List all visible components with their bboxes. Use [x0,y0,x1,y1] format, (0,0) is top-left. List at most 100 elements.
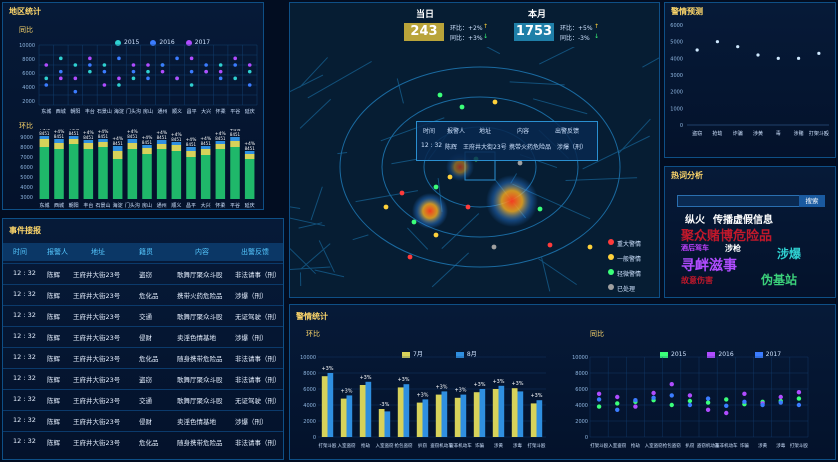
alarm-bar-chart: 1000080006000400020000 +3%打架斗殴+3%入室盗窃+3%… [290,349,550,459]
hotword[interactable]: 传播虚假信息 [713,211,773,226]
city-map[interactable] [290,47,659,298]
forecast-title: 警情预测 [671,6,703,17]
x-tick-label: 门头沟 [126,108,141,115]
x-tick-label: 诈骗 [475,442,484,449]
up-arrow-icon: ↑ [594,23,599,30]
bar-july [360,385,366,437]
bar-top-label: 8451 [113,141,124,146]
cell-reporter: 陈辉 [47,374,60,384]
hotword[interactable]: 聚众赌博危险品 [681,225,772,244]
table-row[interactable]: 12 : 32 陈辉 王府井大街23号 盗窃 歌舞厅聚众斗殴 非法请事（刑） [3,368,283,388]
y-tick-label: 10000 [300,355,316,361]
bar-segment [40,136,50,139]
table-row[interactable]: 12 : 32 陈辉 王府井大街23号 危化品 随身携带危险品 非法请事（刑） [3,347,283,367]
popup-col-address: 地址 [479,126,491,135]
hotword[interactable]: 故意伤害 [681,275,713,286]
cell-type: 盗窃 [139,269,152,279]
rb-ytick: 4000 [20,185,33,191]
col-feedback: 出警反馈 [241,247,269,257]
y-tick-label: 8000 [575,371,588,377]
table-row[interactable]: 12 : 32 陈辉 王府井大街23号 危化品 随身携带危险品 非法请事（刑） [3,431,283,451]
map-popup[interactable]: 时间 报警人 地址 内容 出警反馈 12 : 32 陈辉 王府井大街23号 携带… [416,121,598,161]
region-scatter-chart: 10000 8000 6000 4000 2000 东城 西城 朝阳 丰台 石景山 海淀门… [3,37,263,117]
bar-july [341,399,347,437]
x-tick-label: 东城 [39,202,49,209]
col-reporter: 报警人 [47,247,68,257]
bar-august [404,384,410,437]
scatter-point [117,57,121,61]
scatter-point [233,57,237,61]
scatter-point [779,400,783,404]
x-tick-label: 东城 [41,108,51,115]
scatter-point [615,401,619,405]
bar-segment [186,151,196,157]
hotword-search-input[interactable] [677,195,801,207]
bar-july [512,388,518,437]
bar-pct-label: +3% [473,382,485,388]
y-tick-label: 2000 [670,90,683,96]
scatter-point [688,399,692,403]
scatter-point [190,83,194,87]
forecast-point [797,57,800,60]
table-row[interactable]: 12 : 32 陈辉 王府井大街23号 侵财 卖淫色情基地 涉爆（刑） [3,326,283,346]
scatter-point [175,57,179,61]
table-row[interactable]: 12 : 32 陈辉 王府井大街23号 危化品 携带火药危险品 涉爆（刑） [3,284,283,304]
x-tick-label: 昌平 [186,203,196,209]
cell-content: 歌舞厅聚众斗殴 [177,311,223,321]
hotword[interactable]: 涉爆 [777,245,801,262]
month-label: 本月 [528,7,546,20]
bar-segment [113,146,123,151]
hotword[interactable]: 纵火 [685,211,705,226]
bar-segment [54,139,64,143]
scatter-point [103,83,107,87]
region-bar-chart: 9000 8000 7000 6000 5000 4000 3000 +4%84… [3,129,263,209]
incident-marker [548,243,553,248]
incident-marker [492,245,497,250]
scatter-point [132,70,136,74]
x-tick-label: 打架斗殴 [319,442,337,449]
bar-top-label: 8451 [69,131,80,136]
table-row[interactable]: 12 : 32 陈辉 王府井大街23号 交通 歌舞厅聚众斗殴 无证驾驶（刑） [3,305,283,325]
bar-august [537,400,543,437]
incident-marker [408,255,413,260]
scatter-point [74,63,78,67]
table-row[interactable]: 12 : 32 陈辉 王府井大街23号 侵财 卖淫色情基地 涉爆（刑） [3,410,283,430]
forecast-point [736,45,739,48]
cell-feedback: 无证驾驶（刑） [235,395,281,405]
bar-segment [186,157,196,199]
hotword[interactable]: 涉枪 [725,243,741,254]
scatter-point [724,411,728,415]
x-tick-label: 怀柔 [215,202,225,209]
cell-content: 携带火药危险品 [177,290,223,300]
cell-address: 王府井大街23号 [73,290,120,300]
scatter-point [248,70,252,74]
incident-marker [438,93,443,98]
hotword[interactable]: 伪基站 [761,271,797,288]
scatter-point [233,77,237,81]
cell-content: 随身携带危险品 [177,437,223,447]
y-tick-label: 6000 [303,387,316,393]
bar-segment [84,143,94,149]
hotword[interactable]: 寻衅滋事 [681,255,737,275]
hotword-search-button[interactable]: 搜索 [799,195,825,207]
rb-ytick: 3000 [20,195,33,201]
y-tick-label: 4000 [575,403,588,409]
table-row[interactable]: 12 : 32 陈辉 王府井大街23号 交通 歌舞厅聚众斗殴 无证驾驶（刑） [3,389,283,409]
bar-segment [128,143,138,149]
table-row[interactable]: 12 : 32 陈辉 王府井大街23号 盗窃 歌舞厅聚众斗殴 非法请事（刑） [3,263,283,283]
x-tick-label: 涉黄 [494,442,503,449]
bar-top-label: 8451 [98,134,109,139]
bar-pct-label: +3% [511,381,523,387]
forecast-point [756,53,759,56]
y-tick-label: 4000 [303,403,316,409]
bar-segment [84,140,94,143]
x-tick-label: 朝阳 [69,202,79,209]
hotword[interactable]: 酒后驾车 [681,243,709,253]
scatter-point [248,83,252,87]
cell-reporter: 陈辉 [47,332,60,342]
alarm-stats-title: 警情统计 [296,311,328,322]
bar-pct-label: +3% [454,388,466,394]
forecast-point [777,57,780,60]
y-tick-label: 10000 [572,355,588,361]
popup-address: 王府井大街23号 [463,142,507,151]
